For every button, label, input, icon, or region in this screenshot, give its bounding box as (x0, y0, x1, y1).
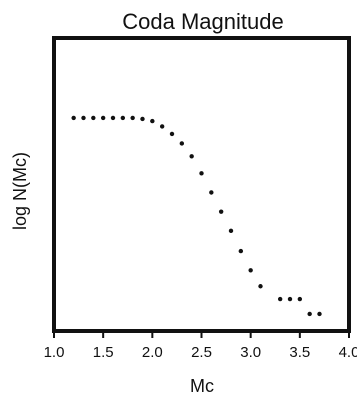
data-point (287, 296, 293, 302)
data-point (317, 311, 322, 317)
x-tick-label: 1.0 (44, 344, 65, 361)
data-point (120, 115, 126, 121)
x-tick-labels-group: 1.0 1.5 2.0 2.5 3.0 3.5 4.0 (44, 344, 357, 361)
data-point (159, 124, 165, 129)
data-point (130, 115, 135, 121)
data-point (110, 115, 116, 121)
chart-title: Coda Magnitude (122, 9, 283, 34)
x-tick-label: 1.5 (93, 344, 114, 361)
data-point (150, 118, 155, 124)
y-axis-label: log N(Mc) (10, 152, 30, 230)
data-point (179, 141, 185, 146)
x-tick-label: 2.5 (191, 344, 212, 361)
x-tick-label: 4.0 (339, 344, 357, 361)
data-point (189, 154, 194, 159)
data-point (100, 115, 106, 121)
data-point (297, 296, 303, 302)
x-tick-label: 3.0 (240, 344, 261, 361)
data-point (218, 209, 224, 214)
plot-frame (52, 36, 351, 333)
data-points-group (71, 115, 322, 317)
data-point (248, 268, 253, 273)
data-point (140, 116, 145, 122)
data-point (91, 115, 96, 121)
x-tick-label: 3.5 (289, 344, 310, 361)
data-point (209, 190, 214, 195)
data-point (81, 115, 86, 121)
data-point (169, 131, 175, 137)
data-point (277, 296, 283, 302)
data-point (238, 248, 244, 254)
x-tick-label: 2.0 (142, 344, 163, 361)
data-point (71, 115, 76, 121)
x-axis-label: Mc (190, 376, 214, 396)
data-point (228, 228, 234, 234)
data-point (258, 284, 263, 289)
data-point (199, 171, 204, 176)
data-point (307, 311, 312, 317)
